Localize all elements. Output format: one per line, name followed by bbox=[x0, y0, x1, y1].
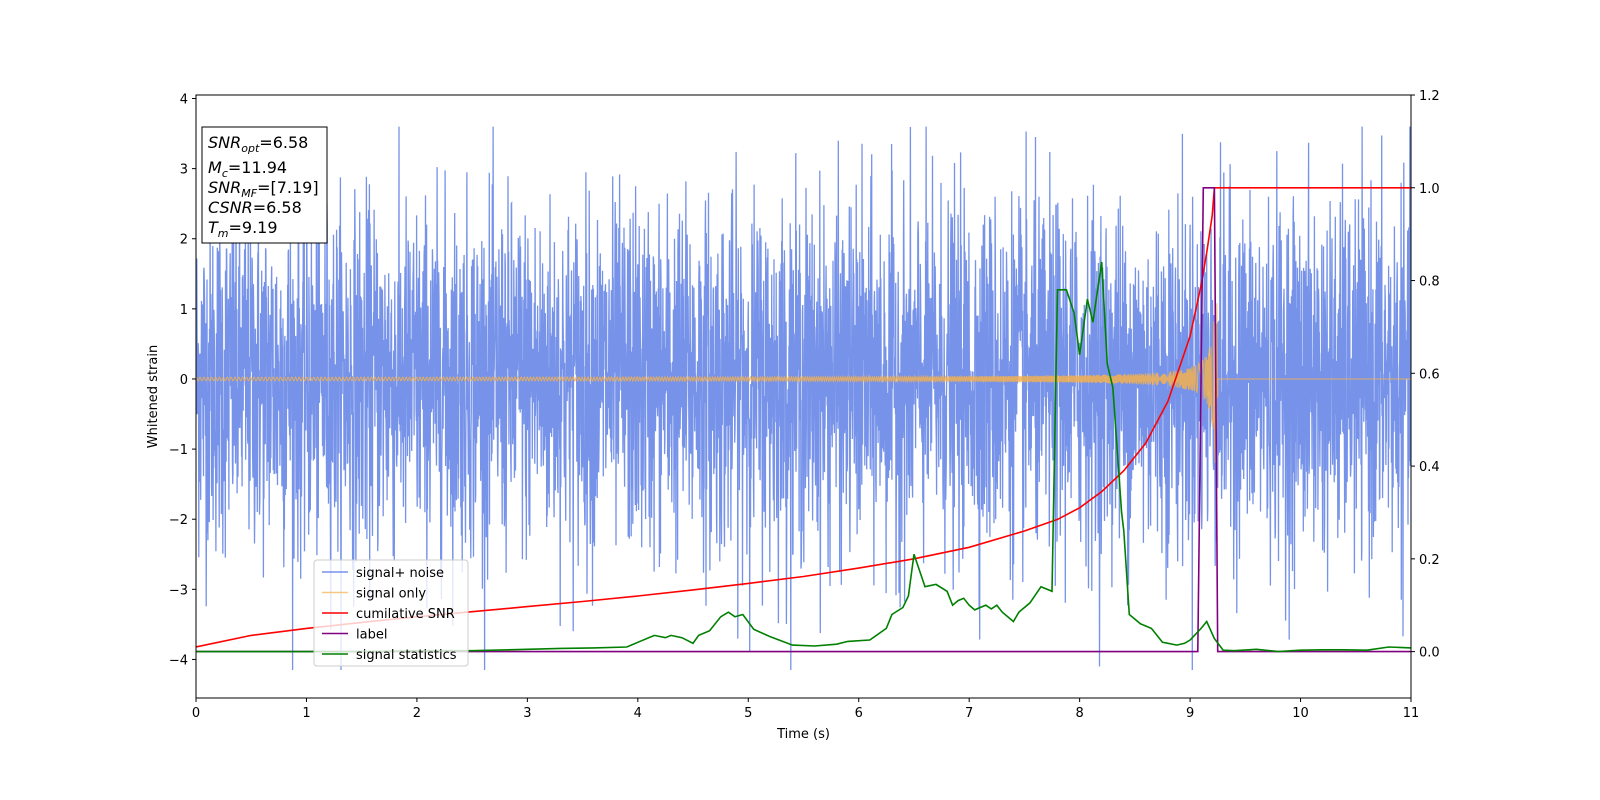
x-tick-label: 8 bbox=[1075, 706, 1083, 721]
x-tick-label: 0 bbox=[192, 706, 200, 721]
info-box: SNRopt=6.58 Mc=11.94SNRMF=[7.19]CSNR=6.58… bbox=[201, 126, 328, 244]
info-box-line: SNRMF=[7.19] bbox=[208, 178, 319, 200]
y2-tick-label: 1.2 bbox=[1419, 89, 1440, 104]
legend-frame bbox=[313, 559, 469, 667]
y-tick-label: −1 bbox=[169, 443, 188, 458]
legend-entry-label: cumilative SNR bbox=[356, 607, 455, 622]
y-axis-right: 0.0 0.2 0.4 0.6 0.8 1.0 1.2 bbox=[1411, 89, 1440, 661]
y2-tick-label: 0.6 bbox=[1419, 367, 1440, 382]
x-tick-label: 7 bbox=[965, 706, 973, 721]
series-label-line bbox=[196, 187, 1411, 653]
y-axis-left: −4 −3 −2 −1 0 1 2 3 4 bbox=[169, 93, 196, 668]
y-axis-label: Whitened strain bbox=[146, 345, 161, 448]
y2-tick-label: 0.4 bbox=[1419, 460, 1440, 475]
y-tick-label: 2 bbox=[180, 233, 188, 248]
x-tick-label: 11 bbox=[1403, 706, 1420, 721]
x-tick-label: 1 bbox=[302, 706, 310, 721]
x-tick-label: 9 bbox=[1186, 706, 1194, 721]
info-box-line: CSNR=6.58 bbox=[208, 198, 302, 217]
y2-tick-label: 1.0 bbox=[1419, 182, 1440, 197]
legend-entry-label: label bbox=[356, 628, 387, 643]
legend-entry-label: signal only bbox=[356, 587, 426, 602]
x-tick-label: 6 bbox=[855, 706, 863, 721]
x-tick-label: 3 bbox=[523, 706, 531, 721]
y-tick-label: 3 bbox=[180, 163, 188, 178]
y-tick-label: −2 bbox=[169, 513, 188, 528]
x-axis-label: Time (s) bbox=[776, 727, 830, 742]
y-tick-label: 0 bbox=[180, 373, 188, 388]
y-tick-label: 1 bbox=[180, 303, 188, 318]
info-box-frame bbox=[201, 126, 328, 244]
y-tick-label: 4 bbox=[180, 93, 188, 108]
x-axis: 0 1 2 3 4 5 6 7 8 9 10 11 bbox=[192, 698, 1419, 721]
y-tick-label: −3 bbox=[169, 583, 188, 598]
x-tick-label: 2 bbox=[413, 706, 421, 721]
y2-tick-label: 0.8 bbox=[1419, 275, 1440, 290]
legend: signal+ noise signal only cumilative SNR la… bbox=[313, 559, 469, 667]
legend-entry-label: signal statistics bbox=[356, 648, 457, 663]
series-signal-only-line bbox=[196, 303, 1411, 464]
y2-tick-label: 0.0 bbox=[1419, 646, 1440, 661]
y2-tick-label: 0.2 bbox=[1419, 553, 1440, 568]
y-tick-label: −4 bbox=[169, 653, 188, 668]
x-tick-label: 5 bbox=[744, 706, 752, 721]
info-box-line: Tm=9.19 bbox=[208, 218, 278, 240]
x-tick-label: 4 bbox=[634, 706, 642, 721]
info-box-line: SNRopt=6.58 bbox=[208, 133, 308, 155]
x-tick-label: 10 bbox=[1292, 706, 1309, 721]
plot-frame bbox=[195, 94, 1412, 699]
legend-entry-label: signal+ noise bbox=[356, 566, 444, 581]
info-box-line: Mc=11.94 bbox=[208, 158, 287, 180]
series-signal-statistics-line bbox=[196, 261, 1411, 653]
